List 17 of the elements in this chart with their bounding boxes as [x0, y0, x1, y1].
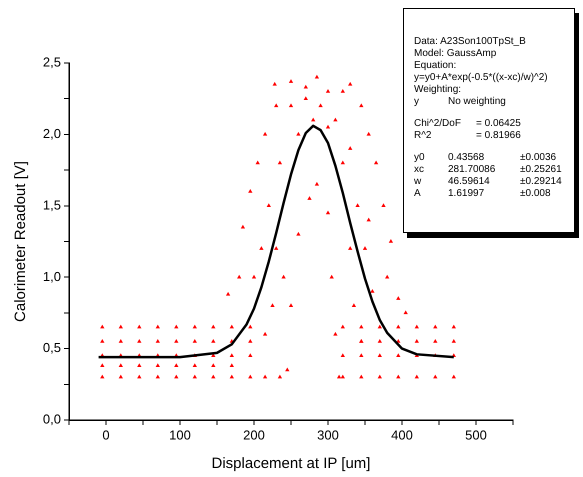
x-tick-label: 100: [169, 427, 191, 442]
x-tick-label: 400: [391, 427, 413, 442]
y-axis-title: Calorimeter Readout [V]: [12, 161, 30, 322]
y-tick-label: 0,0: [42, 412, 61, 427]
y-tick-label: 2,5: [42, 54, 61, 70]
x-tick-label: 500: [465, 427, 487, 442]
annotation: y=y0+A*exp(-0.5*((x-xc)/w)^2): [414, 72, 548, 84]
x-axis-title: Displacement at IP [um]: [212, 455, 370, 472]
y-tick-label: 0,5: [42, 340, 61, 356]
x-tick-label: 200: [243, 427, 265, 442]
y-tick-label: 2,0: [42, 126, 61, 141]
x-tick-label: 0: [102, 427, 110, 442]
annotation: Equation:: [414, 60, 456, 72]
annotation: Weighting:: [414, 84, 462, 96]
y-tick-label: 1,5: [42, 197, 61, 212]
x-tick-label: 300: [317, 427, 339, 442]
y-tick-label: 1,0: [42, 268, 61, 284]
